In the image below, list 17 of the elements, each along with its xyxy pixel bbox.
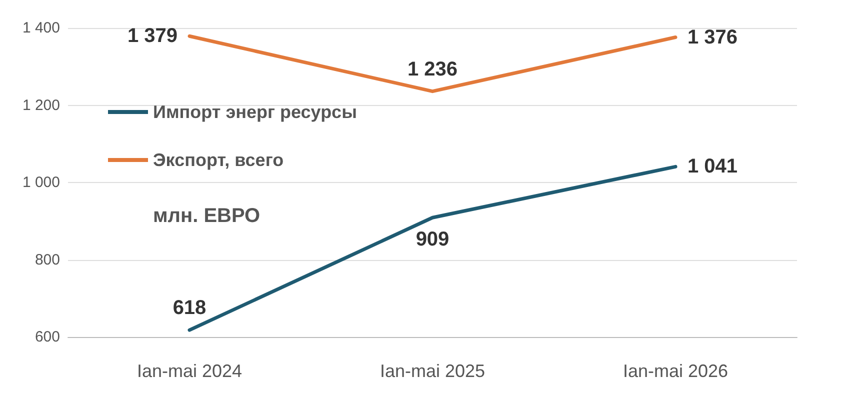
y-tick-label: 1 200 [22,96,60,114]
x-tick-label: Ian-mai 2026 [622,361,728,381]
y-tick-label: 600 [34,328,60,346]
data-label: 1 236 [407,58,458,80]
x-tick-label: Ian-mai 2025 [380,361,486,381]
data-label: 1 041 [688,156,738,178]
legend-label: Экспорт, всего [153,150,284,170]
y-tick-label: 800 [34,251,60,268]
y-tick-label: 1 000 [22,174,60,191]
x-tick-label: Ian-mai 2024 [136,361,242,381]
annotation: млн. ЕВРО [153,205,260,227]
data-label: 618 [172,297,206,320]
data-label: 909 [416,228,450,251]
data-label: 1 379 [127,25,178,48]
y-tick-label: 1 400 [22,20,60,36]
legend-label: Импорт энерг ресурсы [153,102,357,122]
data-label: 1 376 [688,26,738,48]
